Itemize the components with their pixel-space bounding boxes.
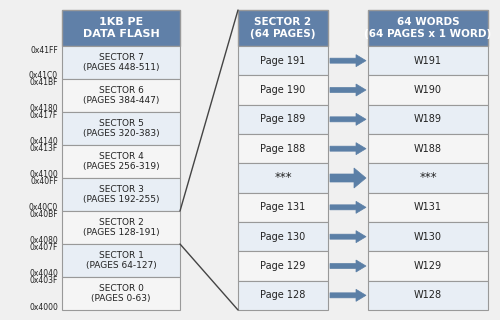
Text: W189: W189 xyxy=(414,114,442,124)
Bar xyxy=(368,281,488,310)
Bar xyxy=(62,46,180,79)
Bar xyxy=(238,281,328,310)
Polygon shape xyxy=(330,55,366,67)
Text: 0x407F: 0x407F xyxy=(30,243,58,252)
Text: 64 WORDS
(64 PAGES x 1 WORD): 64 WORDS (64 PAGES x 1 WORD) xyxy=(364,17,492,39)
Text: 1KB PE
DATA FLASH: 1KB PE DATA FLASH xyxy=(82,17,160,39)
Text: Page 188: Page 188 xyxy=(260,144,306,154)
Polygon shape xyxy=(330,260,366,272)
Bar xyxy=(62,211,180,244)
Text: W129: W129 xyxy=(414,261,442,271)
Text: SECTOR 4
(PAGES 256-319): SECTOR 4 (PAGES 256-319) xyxy=(82,152,160,171)
Text: 0x41BF: 0x41BF xyxy=(30,78,58,87)
Text: Page 130: Page 130 xyxy=(260,232,306,242)
Bar xyxy=(62,145,180,178)
Text: SECTOR 7
(PAGES 448-511): SECTOR 7 (PAGES 448-511) xyxy=(83,53,159,72)
Text: 0x4180: 0x4180 xyxy=(30,104,58,113)
Text: 0x413F: 0x413F xyxy=(30,144,58,153)
Text: Page 129: Page 129 xyxy=(260,261,306,271)
Text: Page 189: Page 189 xyxy=(260,114,306,124)
Polygon shape xyxy=(330,201,366,213)
Text: W128: W128 xyxy=(414,290,442,300)
Text: 0x40BF: 0x40BF xyxy=(30,210,58,219)
Polygon shape xyxy=(330,168,366,188)
Bar xyxy=(238,75,328,105)
Bar xyxy=(238,46,328,75)
Polygon shape xyxy=(330,231,366,243)
Bar xyxy=(62,277,180,310)
Bar xyxy=(238,193,328,222)
Text: SECTOR 6
(PAGES 384-447): SECTOR 6 (PAGES 384-447) xyxy=(83,86,159,105)
Bar xyxy=(238,105,328,134)
Bar xyxy=(62,178,180,211)
Text: W190: W190 xyxy=(414,85,442,95)
Bar xyxy=(368,163,488,193)
Text: 0x41C0: 0x41C0 xyxy=(29,71,58,80)
Text: 0x403F: 0x403F xyxy=(30,276,58,285)
Text: 0x4040: 0x4040 xyxy=(29,269,58,278)
Bar xyxy=(238,134,328,163)
Text: W130: W130 xyxy=(414,232,442,242)
Bar xyxy=(368,134,488,163)
Text: 0x417F: 0x417F xyxy=(30,111,58,120)
Bar xyxy=(368,75,488,105)
Text: SECTOR 1
(PAGES 64-127): SECTOR 1 (PAGES 64-127) xyxy=(86,251,156,270)
Polygon shape xyxy=(330,289,366,301)
Text: Page 128: Page 128 xyxy=(260,290,306,300)
Bar xyxy=(238,222,328,251)
Text: Page 191: Page 191 xyxy=(260,56,306,66)
Bar xyxy=(62,79,180,112)
Bar xyxy=(368,222,488,251)
Polygon shape xyxy=(330,113,366,125)
Bar xyxy=(368,46,488,75)
Text: SECTOR 0
(PAGES 0-63): SECTOR 0 (PAGES 0-63) xyxy=(91,284,151,303)
Text: Page 131: Page 131 xyxy=(260,202,306,212)
Text: 0x40C0: 0x40C0 xyxy=(29,203,58,212)
Bar xyxy=(238,10,328,46)
Bar xyxy=(62,244,180,277)
Text: 0x40FF: 0x40FF xyxy=(30,177,58,186)
Bar xyxy=(62,10,180,46)
Text: SECTOR 5
(PAGES 320-383): SECTOR 5 (PAGES 320-383) xyxy=(82,119,160,138)
Text: ***: *** xyxy=(419,172,437,185)
Bar xyxy=(62,112,180,145)
Text: 0x4000: 0x4000 xyxy=(29,303,58,313)
Text: W131: W131 xyxy=(414,202,442,212)
Text: W188: W188 xyxy=(414,144,442,154)
Text: Page 190: Page 190 xyxy=(260,85,306,95)
Text: 0x4140: 0x4140 xyxy=(29,137,58,146)
Text: ***: *** xyxy=(274,172,292,185)
Text: W191: W191 xyxy=(414,56,442,66)
Bar xyxy=(238,251,328,281)
Polygon shape xyxy=(330,143,366,155)
Text: SECTOR 2
(PAGES 128-191): SECTOR 2 (PAGES 128-191) xyxy=(82,218,160,237)
Polygon shape xyxy=(330,84,366,96)
Text: 0x4100: 0x4100 xyxy=(29,170,58,179)
Bar xyxy=(368,193,488,222)
Bar xyxy=(368,105,488,134)
Bar xyxy=(238,163,328,193)
Text: SECTOR 2
(64 PAGES): SECTOR 2 (64 PAGES) xyxy=(250,17,316,39)
Text: 0x41FF: 0x41FF xyxy=(30,46,58,55)
Text: SECTOR 3
(PAGES 192-255): SECTOR 3 (PAGES 192-255) xyxy=(83,185,159,204)
Text: 0x4080: 0x4080 xyxy=(29,236,58,245)
Bar xyxy=(368,251,488,281)
Bar xyxy=(368,10,488,46)
